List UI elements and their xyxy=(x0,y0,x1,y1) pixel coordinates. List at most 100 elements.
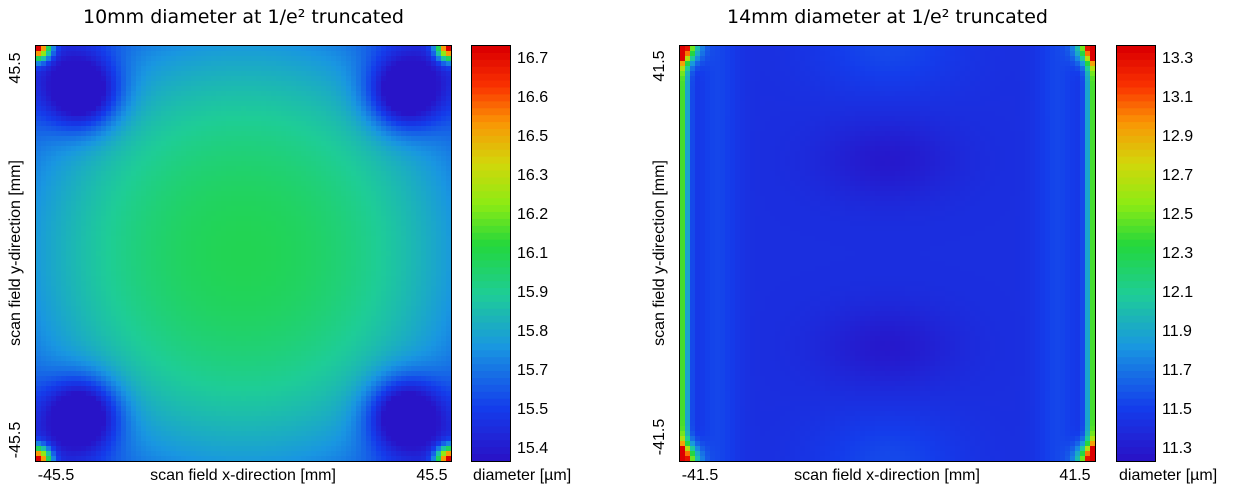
heatmap-cell xyxy=(221,291,227,297)
heatmap-cell xyxy=(196,161,202,167)
heatmap-cell xyxy=(231,86,237,92)
heatmap-cell xyxy=(106,261,112,267)
heatmap-cell xyxy=(186,441,192,447)
heatmap-cell xyxy=(106,71,112,77)
heatmap-cell xyxy=(281,186,287,192)
heatmap-cell xyxy=(216,376,222,382)
heatmap-cell xyxy=(71,416,77,422)
heatmap-cell xyxy=(186,81,192,87)
heatmap-cell xyxy=(241,86,247,92)
heatmap-cell xyxy=(51,116,57,122)
heatmap-cell xyxy=(276,426,282,432)
heatmap-cell xyxy=(91,281,97,287)
heatmap-cell xyxy=(56,56,62,62)
heatmap-cell xyxy=(91,316,97,322)
heatmap-cell xyxy=(271,326,277,332)
heatmap-cell xyxy=(131,106,137,112)
heatmap-cell xyxy=(111,146,117,152)
heatmap-cell xyxy=(131,221,137,227)
heatmap-cell xyxy=(216,136,222,142)
heatmap-cell xyxy=(196,151,202,157)
heatmap-cell xyxy=(81,346,87,352)
heatmap-cell xyxy=(71,176,77,182)
heatmap-cell xyxy=(256,346,262,352)
heatmap-cell xyxy=(166,101,172,107)
heatmap-cell xyxy=(166,291,172,297)
heatmap-cell xyxy=(216,331,222,337)
heatmap-cell xyxy=(186,206,192,212)
heatmap-cell xyxy=(141,416,147,422)
heatmap-cell xyxy=(131,66,137,72)
heatmap-cell xyxy=(166,451,172,457)
heatmap-cell xyxy=(111,431,117,437)
heatmap-cell xyxy=(261,76,267,82)
heatmap-cell xyxy=(56,371,62,377)
heatmap-cell xyxy=(141,196,147,202)
heatmap-cell xyxy=(331,331,337,337)
heatmap-cell xyxy=(296,176,302,182)
heatmap-cell xyxy=(86,391,92,397)
heatmap-cell xyxy=(296,316,302,322)
heatmap-cell xyxy=(171,441,177,447)
heatmap-cell xyxy=(121,331,127,337)
heatmap-cell xyxy=(126,181,132,187)
heatmap-cell xyxy=(281,286,287,292)
heatmap-cell xyxy=(111,46,117,52)
heatmap-cell xyxy=(241,431,247,437)
heatmap-cell xyxy=(306,401,312,407)
heatmap-cell xyxy=(176,276,182,282)
heatmap-cell xyxy=(316,136,322,142)
heatmap-cell xyxy=(201,171,207,177)
heatmap-cell xyxy=(286,126,292,132)
heatmap-cell xyxy=(326,381,332,387)
heatmap-cell xyxy=(41,371,47,377)
heatmap-cell xyxy=(276,301,282,307)
heatmap-cell xyxy=(76,156,82,162)
heatmap-cell xyxy=(166,356,172,362)
heatmap-cell xyxy=(181,81,187,87)
heatmap-cell xyxy=(301,286,307,292)
heatmap-cell xyxy=(101,176,107,182)
heatmap-cell xyxy=(36,191,42,197)
heatmap-cell xyxy=(236,306,242,312)
heatmap-cell xyxy=(236,311,242,317)
heatmap-cell xyxy=(211,366,217,372)
heatmap-cell xyxy=(71,386,77,392)
heatmap-cell xyxy=(176,431,182,437)
heatmap-cell xyxy=(151,301,157,307)
heatmap-cell xyxy=(256,246,262,252)
heatmap-cell xyxy=(186,331,192,337)
heatmap-cell xyxy=(66,441,72,447)
heatmap-cell xyxy=(286,241,292,247)
heatmap-cell xyxy=(126,201,132,207)
heatmap-cell xyxy=(291,191,297,197)
heatmap-cell xyxy=(121,246,127,252)
heatmap-cell xyxy=(206,281,212,287)
heatmap-cell xyxy=(231,281,237,287)
heatmap-cell xyxy=(71,366,77,372)
heatmap-cell xyxy=(291,56,297,62)
heatmap-cell xyxy=(101,451,107,457)
heatmap-cell xyxy=(51,121,57,127)
heatmap-cell xyxy=(311,111,317,117)
heatmap-cell xyxy=(141,316,147,322)
heatmap-cell xyxy=(201,121,207,127)
heatmap-cell xyxy=(201,66,207,72)
heatmap-cell xyxy=(96,316,102,322)
heatmap-cell xyxy=(71,136,77,142)
heatmap-cell xyxy=(301,281,307,287)
heatmap-cell xyxy=(151,211,157,217)
heatmap-cell xyxy=(201,286,207,292)
heatmap-cell xyxy=(111,391,117,397)
heatmap-cell xyxy=(216,176,222,182)
heatmap-cell xyxy=(86,341,92,347)
heatmap-cell xyxy=(221,436,227,442)
heatmap-cell xyxy=(251,201,257,207)
heatmap-cell xyxy=(251,441,257,447)
heatmap-cell xyxy=(196,426,202,432)
heatmap-cell xyxy=(186,261,192,267)
heatmap-cell xyxy=(96,391,102,397)
heatmap-cell xyxy=(321,226,327,232)
heatmap-cell xyxy=(66,341,72,347)
heatmap-cell xyxy=(41,456,47,461)
